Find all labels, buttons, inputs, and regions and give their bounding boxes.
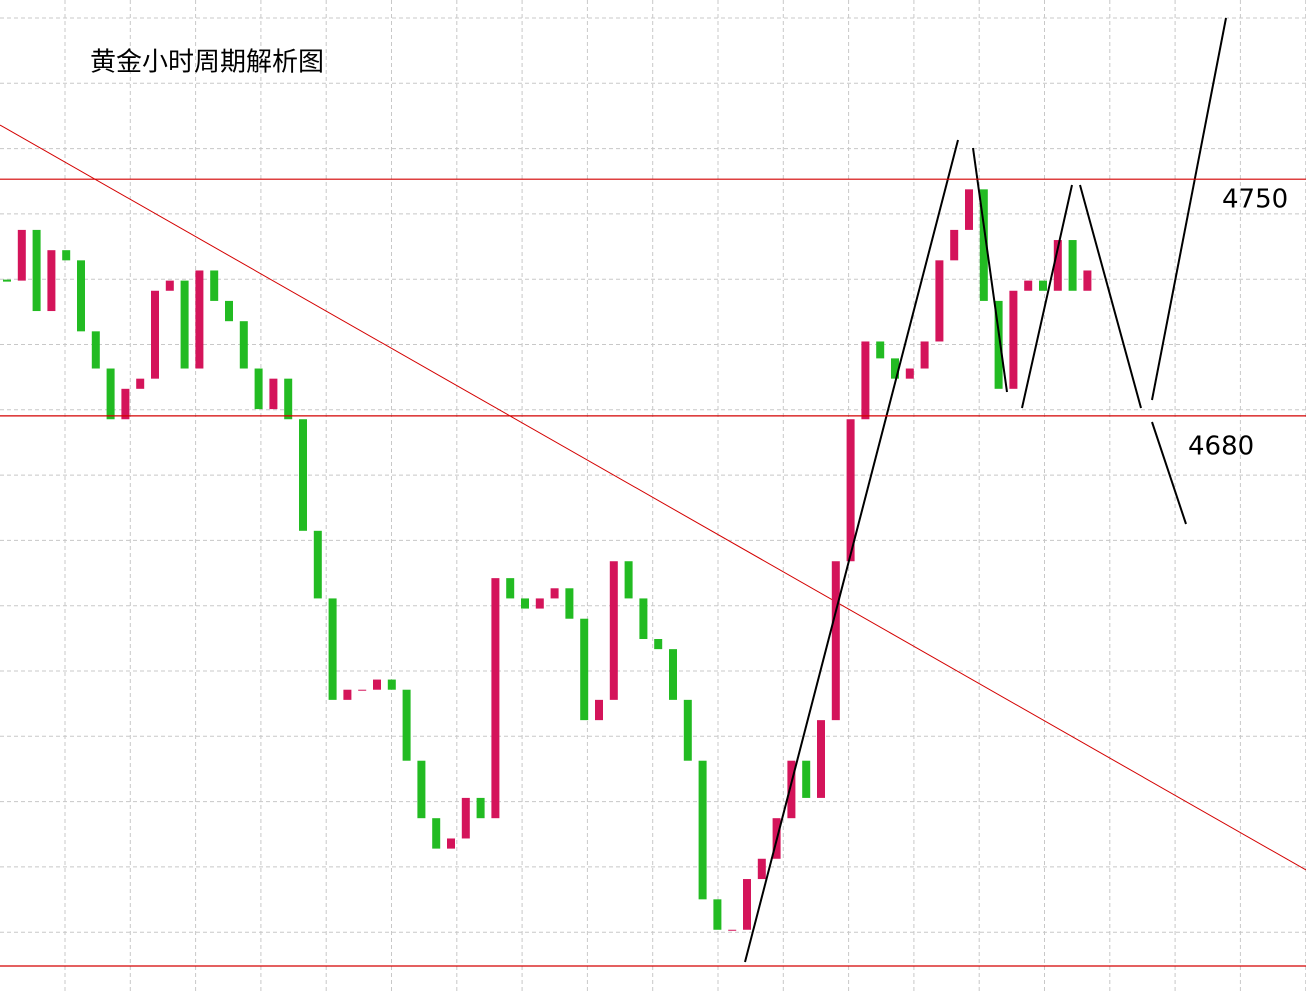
candle <box>609 561 618 700</box>
candle <box>920 341 929 369</box>
candle <box>32 229 41 312</box>
candle <box>846 419 855 562</box>
candle <box>151 290 159 379</box>
candle <box>683 699 692 761</box>
candle <box>624 561 633 599</box>
candle <box>180 280 189 369</box>
candle <box>905 368 914 379</box>
candle <box>1039 280 1047 291</box>
projection-lines <box>744 17 1227 963</box>
candle <box>491 578 500 819</box>
candle <box>521 598 529 609</box>
candle <box>535 598 544 609</box>
candle <box>62 250 71 261</box>
candle <box>639 598 648 639</box>
candle <box>950 229 959 261</box>
candle <box>402 689 411 761</box>
candle <box>1053 240 1062 291</box>
candle <box>77 260 85 332</box>
candle <box>979 189 988 301</box>
level-label: 4680 <box>1188 432 1254 462</box>
candle <box>299 419 307 531</box>
candle <box>358 689 367 691</box>
candle <box>728 929 737 931</box>
candle <box>965 189 973 230</box>
candle <box>743 879 751 930</box>
chart-title: 黄金小时周期解析图 <box>90 48 324 78</box>
candle <box>861 341 870 420</box>
candle <box>787 760 796 819</box>
candle <box>565 588 574 619</box>
candle <box>580 618 589 721</box>
candle <box>47 250 56 312</box>
candle <box>313 530 322 599</box>
candle <box>1009 290 1018 389</box>
candle <box>802 760 811 798</box>
candle <box>935 260 944 342</box>
candle <box>328 598 337 700</box>
candle <box>817 720 825 798</box>
candle <box>417 760 426 819</box>
level-label: 4750 <box>1222 185 1288 215</box>
candle <box>669 649 677 700</box>
candle <box>136 378 145 389</box>
candle <box>373 679 381 690</box>
candle <box>210 270 219 301</box>
candle <box>91 331 100 369</box>
candle <box>476 797 485 819</box>
candle <box>595 699 603 721</box>
candle <box>225 300 233 322</box>
candle <box>713 899 722 930</box>
candle <box>994 300 1003 389</box>
candle <box>254 368 263 410</box>
candles <box>3 189 1092 931</box>
candle <box>432 818 441 849</box>
candle <box>831 561 840 721</box>
candle <box>3 279 11 282</box>
candle <box>550 588 559 599</box>
candle <box>195 270 204 369</box>
candle <box>891 358 899 379</box>
candle <box>876 341 885 359</box>
candle <box>239 321 248 369</box>
candle <box>106 368 115 420</box>
candle <box>1083 270 1092 291</box>
candle <box>343 689 352 700</box>
candle <box>269 378 278 410</box>
candle <box>654 639 663 650</box>
candle <box>121 388 130 420</box>
candle <box>757 858 766 880</box>
candle <box>165 280 174 291</box>
candle <box>387 679 396 690</box>
candle <box>461 797 470 839</box>
candle <box>1068 240 1077 291</box>
candle <box>506 578 515 599</box>
candle <box>284 378 293 420</box>
candle <box>17 229 26 281</box>
candle <box>1024 280 1033 291</box>
candle <box>698 760 707 900</box>
candle <box>447 838 455 849</box>
trend-line <box>0 124 1306 871</box>
